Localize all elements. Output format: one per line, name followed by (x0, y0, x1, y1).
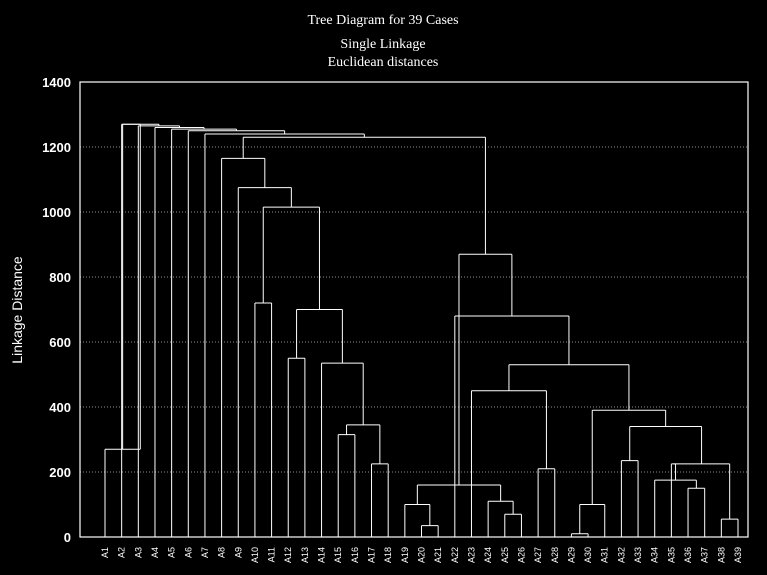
merge-link-3 (720, 518, 739, 537)
case-label-2: A3 (133, 547, 143, 558)
case-label-25: A26 (516, 547, 526, 563)
case-label-32: A33 (633, 547, 643, 563)
case-label-14: A15 (333, 547, 343, 563)
case-label-24: A25 (500, 547, 510, 563)
merge-link-8 (579, 504, 606, 537)
merge-link-21 (508, 364, 630, 411)
y-tick-label-2: 400 (49, 400, 71, 415)
case-label-18: A19 (400, 547, 410, 563)
case-label-9: A10 (250, 547, 260, 563)
case-label-13: A14 (317, 547, 327, 563)
case-label-33: A34 (650, 547, 660, 563)
case-label-29: A30 (583, 547, 593, 563)
case-label-35: A36 (683, 547, 693, 563)
case-label-38: A39 (733, 547, 743, 563)
y-tick-label-6: 1200 (42, 140, 71, 155)
merge-link-17 (629, 426, 703, 464)
case-label-17: A18 (383, 547, 393, 563)
case-label-27: A28 (550, 547, 560, 563)
case-label-36: A37 (700, 547, 710, 563)
merge-link-28 (237, 187, 292, 537)
merge-link-20 (321, 362, 364, 537)
plot-frame (79, 81, 749, 538)
case-labels: A1 A2 A3 A4 A5 A6 A7 A8 A9 A10 A11 A12 A13 A14 A15 A16 A… (100, 547, 743, 563)
case-label-8: A9 (233, 547, 243, 558)
merge-link-12 (337, 434, 356, 537)
chart-subtitle-distance: Euclidean distances (328, 55, 439, 70)
merge-link-6 (487, 500, 514, 537)
case-label-30: A31 (600, 547, 610, 563)
y-tick-label-4: 800 (49, 270, 71, 285)
merge-link-23 (458, 253, 513, 485)
merge-link-26 (254, 302, 273, 537)
case-label-26: A27 (533, 547, 543, 563)
case-label-20: A21 (433, 547, 443, 563)
case-label-15: A16 (350, 547, 360, 563)
y-axis-ticks: 0 200 400 600 800 1000 1200 1400 (42, 75, 71, 545)
case-label-31: A32 (616, 547, 626, 563)
merge-link-35 (137, 125, 181, 537)
chart-title: Tree Diagram for 39 Cases (307, 13, 458, 28)
case-label-7: A8 (217, 547, 227, 558)
dendrogram-links (104, 123, 739, 537)
case-label-4: A5 (167, 547, 177, 558)
y-tick-label-3: 600 (49, 335, 71, 350)
merge-link-5 (404, 504, 431, 537)
case-label-10: A11 (267, 547, 277, 562)
case-label-22: A23 (466, 547, 476, 563)
case-label-1: A2 (117, 547, 127, 558)
merge-link-24 (287, 357, 306, 537)
case-label-21: A22 (450, 547, 460, 563)
merge-link-29 (221, 157, 266, 537)
merge-link-13 (346, 424, 381, 464)
case-label-23: A24 (483, 547, 493, 563)
case-label-34: A35 (666, 547, 676, 563)
merge-link-7 (537, 468, 556, 537)
y-axis-label: Linkage Distance (9, 256, 25, 364)
case-label-16: A17 (367, 547, 377, 563)
y-tick-label-5: 1000 (42, 205, 71, 220)
y-tick-label-0: 0 (64, 530, 71, 545)
merge-link-30 (242, 136, 486, 255)
case-label-12: A13 (300, 547, 310, 563)
case-label-6: A7 (200, 547, 210, 558)
y-tick-label-1: 200 (49, 465, 71, 480)
case-label-3: A4 (150, 547, 160, 558)
merge-link-11 (371, 463, 389, 537)
case-label-19: A20 (417, 547, 427, 563)
chart-subtitle-linkage: Single Linkage (340, 37, 425, 52)
merge-link-32 (187, 130, 286, 537)
gridlines (80, 146, 748, 473)
merge-link-0 (421, 525, 439, 537)
merge-link-34 (154, 127, 205, 537)
merge-link-27 (262, 206, 320, 310)
case-label-28: A29 (566, 547, 576, 563)
merge-link-33 (171, 128, 237, 537)
merge-link-38 (122, 123, 141, 450)
merge-link-1 (504, 513, 522, 537)
merge-link-25 (296, 309, 343, 364)
merge-link-15 (670, 463, 677, 537)
case-label-5: A6 (183, 547, 193, 558)
y-tick-label-7: 1400 (42, 75, 71, 90)
case-label-37: A38 (716, 547, 726, 563)
case-label-11: A12 (283, 547, 293, 563)
case-label-0: A1 (100, 547, 110, 558)
merge-link-4 (687, 487, 706, 537)
merge-link-31 (204, 133, 365, 537)
merge-link-19 (470, 390, 547, 537)
